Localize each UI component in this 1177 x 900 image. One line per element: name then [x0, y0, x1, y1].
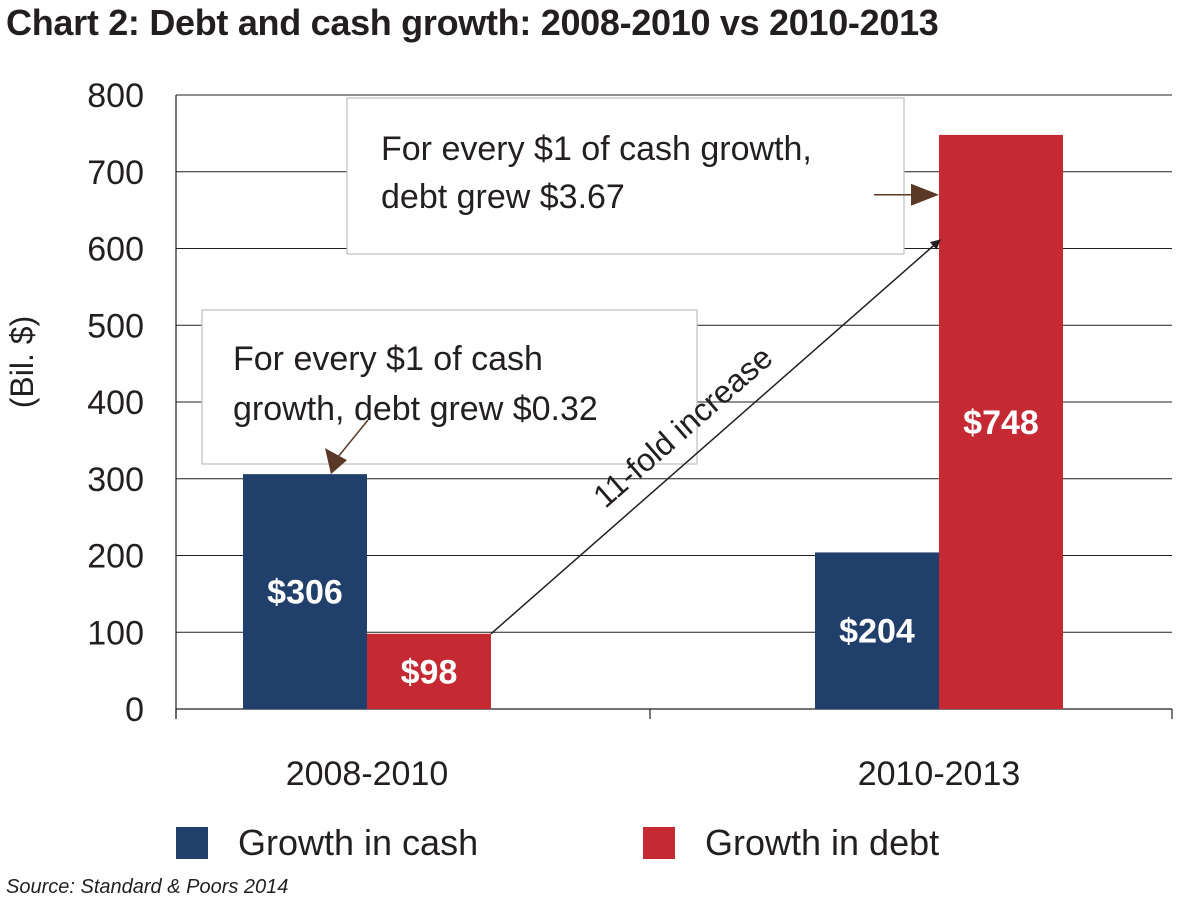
x-tick-label: 2010-2013 — [858, 755, 1021, 793]
chart-title: Chart 2: Debt and cash growth: 2008-2010… — [6, 2, 939, 43]
y-tick-label: 600 — [87, 231, 144, 269]
bar-cash — [815, 552, 939, 709]
chart-plot: 0 100 200 300 400 500 600 700 800 (Bil. $) 2008-20… — [4, 77, 1173, 793]
data-label: $204 — [839, 613, 915, 651]
data-label: $98 — [401, 653, 458, 691]
source-note: Source: Standard & Poors 2014 — [6, 876, 289, 898]
y-tick-label: 0 — [125, 691, 144, 729]
data-label: $748 — [963, 404, 1039, 442]
annotation-text-1-line-1: For every $1 of cash — [233, 340, 543, 378]
x-tick-label: 2008-2010 — [286, 755, 449, 793]
legend-swatch-debt — [643, 827, 675, 859]
y-tick-label: 700 — [87, 154, 144, 192]
legend-label-debt: Growth in debt — [705, 822, 940, 863]
increase-arrow — [490, 239, 941, 635]
legend-item-debt: Growth in debt — [643, 822, 939, 864]
y-tick-label: 400 — [87, 384, 144, 422]
bars: $306 $98 $204 $748 — [243, 134, 1063, 709]
annotation-box-1 — [201, 309, 698, 465]
y-tick-label: 800 — [87, 77, 144, 115]
legend-label-cash: Growth in cash — [238, 822, 479, 863]
arrow-shaft-1 — [336, 419, 369, 459]
y-tick-label: 100 — [87, 614, 144, 652]
bar-debt — [367, 633, 491, 709]
y-tick-label: 500 — [87, 307, 144, 345]
annotation-text-1-line-2: growth, debt grew $0.32 — [233, 390, 598, 428]
annotation-box-2 — [346, 97, 905, 255]
y-tick-label: 300 — [87, 461, 144, 499]
legend-item-cash: Growth in cash — [176, 822, 478, 864]
legend-swatch-cash — [176, 827, 208, 859]
bar-cash — [243, 474, 367, 709]
annotation-text-2-line-1: For every $1 of cash growth, — [381, 130, 812, 168]
annotation-text-2-line-2: debt grew $3.67 — [381, 178, 625, 216]
bar-debt — [939, 134, 1063, 709]
arrowhead-1 — [325, 448, 347, 475]
y-axis-label: (Bil. $) — [4, 316, 40, 408]
arrowhead-2 — [911, 183, 939, 206]
y-tick-label: 200 — [87, 538, 144, 576]
data-label: $306 — [267, 574, 343, 612]
